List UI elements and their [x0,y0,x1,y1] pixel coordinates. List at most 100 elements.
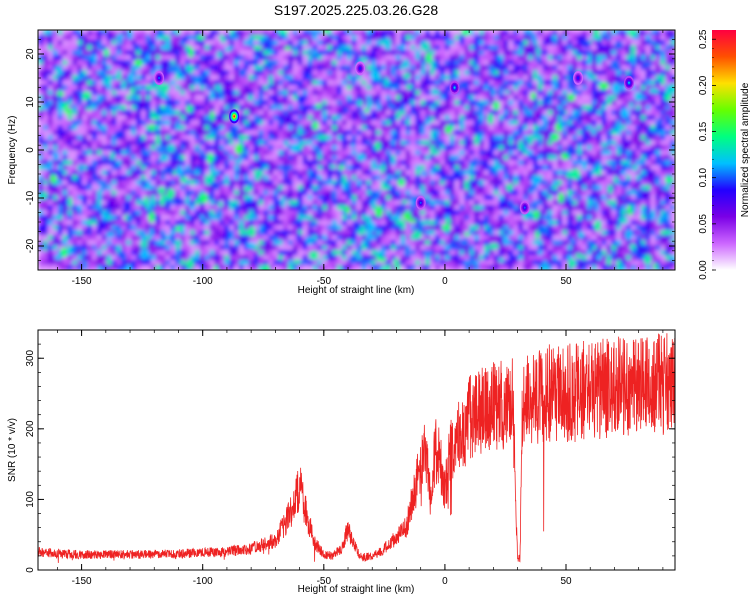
heatmap-cell [665,40,671,46]
heatmap-cell [346,160,353,166]
heatmap-cell [454,30,460,36]
heatmap-cell [170,160,176,166]
heatmap-cell [38,205,44,211]
heatmap-cell [52,165,59,171]
heatmap-cell [101,35,108,41]
heatmap-cell [537,215,544,221]
heatmap-cell [552,50,558,56]
heatmap-cell [351,90,358,96]
heatmap-cell [136,70,142,76]
heatmap-cell [400,100,407,106]
heatmap-cell [287,60,294,66]
heatmap-cell [562,185,568,191]
heatmap-cell [405,160,411,166]
heatmap-cell [493,80,500,86]
heatmap-cell [400,125,407,131]
heatmap-cell [523,80,529,86]
heatmap-cell [234,165,240,171]
heatmap-cell [292,150,299,156]
heatmap-cell [42,85,49,91]
heatmap-cell [224,220,230,226]
heatmap-cell [268,220,274,226]
heatmap-cell [356,120,362,126]
heatmap-cell [385,145,392,151]
heatmap-cell [67,75,73,81]
heatmap-cell [52,80,59,86]
heatmap-cell [405,35,411,41]
heatmap-cell [567,70,573,76]
heatmap-cell [498,170,505,176]
heatmap-cell [415,105,421,111]
heatmap-cell [287,100,294,106]
heatmap-cell [204,135,211,141]
heatmap-cell [67,35,73,41]
heatmap-cell [645,115,652,121]
heatmap-cell [439,55,446,61]
heatmap-cell [547,200,554,206]
heatmap-cell [586,80,593,86]
heatmap-cell [665,190,671,196]
heatmap-cell [498,135,505,141]
heatmap-cell [630,65,637,71]
heatmap-cell [591,115,598,121]
heatmap-cell [327,205,333,211]
heatmap-cell [601,195,607,201]
heatmap-cell [567,210,573,216]
heatmap-cell [126,175,132,181]
heatmap-cell [273,70,279,76]
heatmap-cell [47,215,54,221]
heatmap-cell [180,60,186,66]
heatmap-cell [160,180,166,186]
heatmap-cell [189,115,196,121]
heatmap-cell [62,75,68,81]
heatmap-cell [660,165,666,171]
heatmap-cell [464,35,470,41]
heatmap-cell [224,160,230,166]
heatmap-cell [327,140,333,146]
heatmap-cell [155,30,162,36]
heatmap-cell [513,145,519,151]
heatmap-cell [405,155,411,161]
heatmap-cell [351,75,358,81]
heatmap-cell [180,95,186,101]
heatmap-cell [665,140,671,146]
heatmap-cell [131,110,137,116]
heatmap-cell [513,30,519,36]
heatmap-cell [263,105,269,111]
heatmap-cell [180,40,186,46]
heatmap-cell [430,125,436,131]
heatmap-cell [57,45,64,51]
heatmap-cell [591,105,598,111]
heatmap-cell [626,170,632,176]
heatmap-cell [611,155,617,161]
heatmap-cell [381,205,387,211]
heatmap-cell [665,55,671,61]
heatmap-cell [82,210,88,216]
heatmap-cell [263,45,269,51]
heatmap-cell [292,65,299,71]
heatmap-cell [243,175,250,181]
heatmap-cell [150,30,157,36]
heatmap-cell [616,70,622,76]
heatmap-cell [645,170,652,176]
heatmap-cell [586,65,593,71]
heatmap-cell [312,100,318,106]
heatmap-cell [317,160,323,166]
heatmap-cell [136,160,142,166]
heatmap-cell [371,155,377,161]
heatmap-cell [121,35,127,41]
heatmap-cell [214,45,220,51]
heatmap-cell [518,75,524,81]
heatmap-cell [596,205,603,211]
heatmap-cell [62,30,68,36]
heatmap-cell [292,70,299,76]
heatmap-cell [626,185,632,191]
heatmap-cell [542,95,549,101]
heatmap-cell [400,95,407,101]
heatmap-cell [400,90,407,96]
heatmap-cell [410,140,416,146]
heatmap-cell [385,135,392,141]
heatmap-cell [356,185,362,191]
heatmap-cell [165,40,171,46]
heatmap-cell [366,210,372,216]
